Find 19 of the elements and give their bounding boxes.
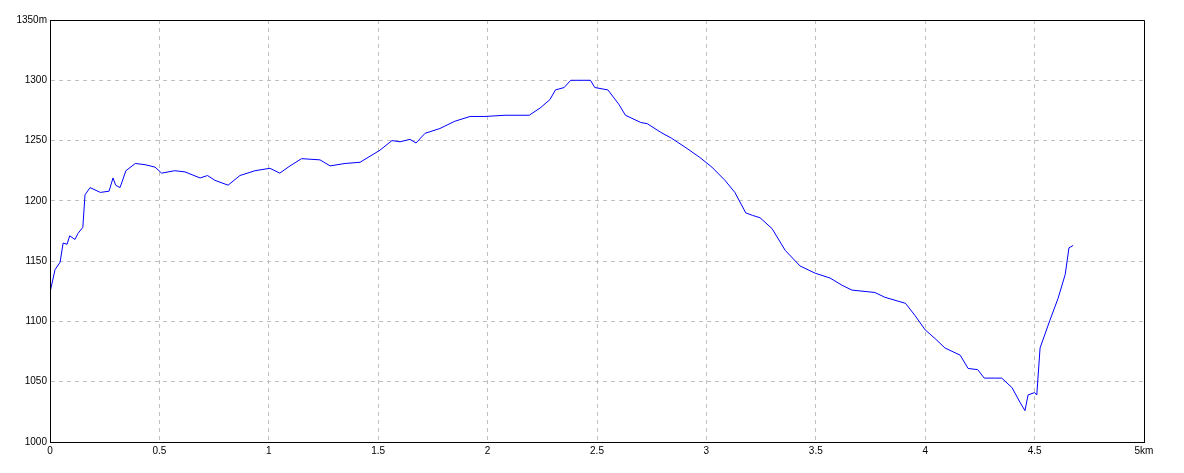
x-tick-label: 0.5: [152, 444, 167, 456]
y-tick-label: 1300: [24, 74, 48, 86]
x-tick-label: 2.5: [590, 444, 605, 456]
x-tick-label: 3.5: [808, 444, 824, 456]
x-tick-label: 5km: [1134, 444, 1154, 456]
x-tick-label: 4.5: [1027, 444, 1042, 456]
y-tick-label: 1250: [24, 134, 48, 146]
x-tick-label: 2: [484, 444, 491, 456]
y-tick-label: 1200: [24, 194, 48, 206]
y-tick-label: 1000: [24, 435, 48, 447]
x-tick-label: 0: [47, 444, 54, 456]
x-tick-label: 4: [922, 444, 929, 456]
y-tick-label: 1050: [24, 375, 48, 387]
x-tick-label: 3: [703, 444, 710, 456]
y-tick-label: 1350m: [16, 13, 47, 25]
y-tick-label: 1150: [25, 254, 48, 266]
y-tick-label: 1100: [25, 315, 48, 327]
x-tick-label: 1: [266, 444, 273, 456]
x-tick-label: 1.5: [371, 444, 386, 456]
